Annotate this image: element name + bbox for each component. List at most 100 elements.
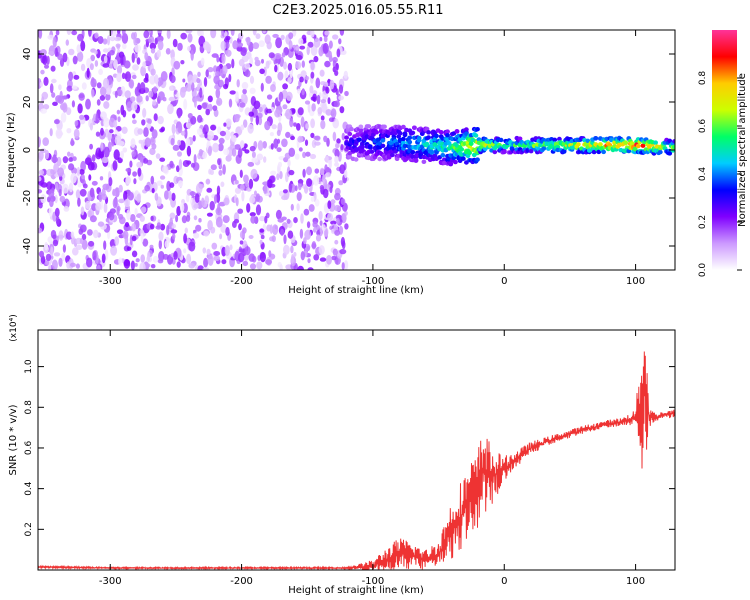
heatmap-noise-cell	[311, 139, 317, 149]
heatmap-noise-cell	[317, 107, 323, 115]
heatmap-noise-cell	[286, 218, 291, 224]
heatmap-noise-cell	[186, 122, 192, 129]
heatmap-noise-cell	[130, 138, 136, 149]
heatmap-noise-cell	[54, 47, 58, 58]
heatmap-noise-cell	[185, 137, 191, 148]
heatmap-noise-cell	[306, 45, 310, 56]
heatmap-noise-cell	[76, 166, 80, 176]
heatmap-noise-cell	[149, 42, 157, 50]
heatmap-noise-cell	[95, 113, 99, 125]
heatmap-signal-cell	[401, 124, 406, 130]
heatmap-noise-cell	[310, 30, 315, 38]
heatmap-signal-cell	[347, 131, 353, 137]
heatmap-noise-cell	[113, 149, 120, 161]
heatmap-noise-cell	[326, 254, 332, 265]
snr-y-multiplier: (x10⁴)	[9, 314, 19, 341]
heatmap-noise-cell	[265, 75, 272, 84]
heatmap-noise-cell	[88, 240, 95, 247]
heatmap-noise-cell	[194, 193, 200, 203]
heatmap-signal-cell	[667, 138, 673, 143]
heatmap-noise-cell	[281, 216, 287, 221]
heatmap-noise-cell	[160, 223, 166, 231]
heatmap-noise-cell	[316, 94, 321, 105]
heatmap-noise-cell	[310, 61, 315, 71]
heatmap-noise-cell	[177, 124, 183, 134]
heatmap-noise-cell	[103, 146, 110, 158]
heatmap-noise-cell	[84, 157, 92, 166]
heatmap-noise-cell	[124, 198, 131, 208]
heatmap-noise-cell	[214, 194, 218, 204]
heatmap-noise-cell	[217, 158, 221, 166]
heatmap-noise-cell	[165, 48, 171, 55]
spectrogram-x-label: Height of straight line (km)	[288, 285, 424, 296]
heatmap-noise-cell	[205, 69, 209, 78]
heatmap-noise-cell	[209, 169, 214, 175]
heatmap-noise-cell	[76, 51, 84, 62]
heatmap-noise-cell	[164, 240, 170, 248]
heatmap-noise-cell	[242, 227, 247, 234]
heatmap-noise-cell	[236, 42, 244, 48]
heatmap-signal-cell	[369, 149, 375, 154]
heatmap-noise-cell	[57, 167, 64, 177]
heatmap-noise-cell	[78, 92, 85, 101]
heatmap-signal-cell	[401, 136, 406, 142]
heatmap-noise-cell	[145, 95, 149, 102]
heatmap-noise-cell	[216, 55, 220, 63]
heatmap-noise-cell	[332, 131, 337, 142]
heatmap-signal-cell	[434, 133, 439, 139]
heatmap-noise-cell	[290, 135, 295, 141]
heatmap-noise-cell	[130, 214, 136, 222]
heatmap-noise-cell	[341, 213, 347, 222]
heatmap-noise-cell	[248, 253, 255, 262]
heatmap-noise-cell	[259, 239, 263, 245]
heatmap-noise-cell	[103, 240, 107, 250]
heatmap-noise-cell	[149, 147, 156, 156]
heatmap-noise-cell	[80, 206, 85, 216]
heatmap-signal-cell	[467, 150, 472, 155]
heatmap-noise-cell	[114, 135, 122, 146]
heatmap-noise-cell	[38, 150, 44, 161]
heatmap-noise-cell	[185, 214, 191, 222]
heatmap-noise-cell	[327, 97, 331, 105]
heatmap-noise-cell	[255, 33, 261, 40]
heatmap-noise-cell	[152, 86, 158, 94]
heatmap-noise-cell	[117, 30, 121, 34]
colorbar-tick-label: 0.8	[698, 71, 708, 86]
heatmap-noise-cell	[259, 251, 266, 263]
heatmap-noise-cell	[298, 147, 303, 152]
heatmap-noise-cell	[197, 265, 205, 270]
heatmap-noise-cell	[252, 42, 260, 50]
heatmap-noise-cell	[108, 177, 113, 187]
heatmap-noise-cell	[187, 113, 193, 119]
heatmap-noise-cell	[71, 85, 78, 90]
heatmap-noise-cell	[108, 212, 115, 221]
heatmap-noise-cell	[334, 204, 342, 212]
heatmap-noise-cell	[59, 195, 66, 203]
heatmap-noise-cell	[262, 141, 268, 149]
heatmap-noise-cell	[277, 71, 284, 81]
heatmap-noise-cell	[158, 251, 165, 262]
heatmap-noise-cell	[214, 84, 219, 90]
heatmap-noise-cell	[62, 52, 68, 63]
heatmap-noise-cell	[295, 61, 302, 70]
heatmap-noise-cell	[145, 73, 149, 81]
heatmap-noise-cell	[126, 246, 132, 251]
heatmap-noise-cell	[149, 75, 156, 85]
heatmap-signal-cell	[358, 124, 364, 129]
heatmap-noise-cell	[323, 135, 328, 143]
heatmap-noise-cell	[240, 184, 245, 191]
heatmap-noise-cell	[220, 224, 227, 233]
heatmap-noise-cell	[239, 240, 244, 245]
heatmap-noise-cell	[195, 224, 202, 232]
heatmap-noise-cell	[79, 238, 84, 245]
heatmap-noise-cell	[213, 75, 220, 85]
heatmap-noise-cell	[134, 262, 138, 267]
heatmap-noise-cell	[123, 60, 131, 69]
heatmap-noise-cell	[254, 56, 259, 62]
heatmap-noise-cell	[136, 57, 141, 65]
heatmap-noise-cell	[131, 52, 135, 63]
heatmap-noise-cell	[158, 231, 164, 241]
heatmap-noise-cell	[100, 86, 107, 97]
heatmap-noise-cell	[325, 109, 332, 116]
heatmap-noise-cell	[297, 179, 304, 184]
